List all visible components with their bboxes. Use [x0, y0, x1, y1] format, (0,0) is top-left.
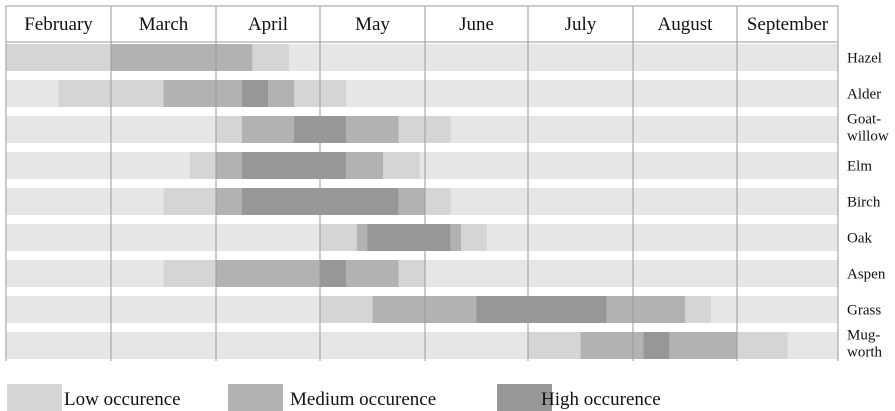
occurrence-medium-segment: [346, 152, 383, 179]
month-label: June: [459, 14, 494, 35]
occurrence-low-segment: [252, 44, 289, 71]
legend-label-low: Low occurence: [64, 389, 181, 410]
occurrence-medium-segment: [268, 80, 294, 107]
month-label: July: [565, 14, 597, 35]
row-label: worth: [847, 345, 882, 361]
month-label: April: [248, 14, 288, 35]
occurrence-low-segment: [163, 260, 216, 287]
occurrence-high-segment: [643, 332, 670, 359]
occurrence-medium-segment: [606, 296, 685, 323]
occurrence-low-segment: [461, 224, 487, 251]
occurrence-high-segment: [320, 260, 347, 287]
occurrence-medium-segment: [398, 188, 425, 215]
occurrence-medium-segment: [111, 44, 253, 71]
occurrence-high-segment: [242, 152, 347, 179]
occurrence-low-segment: [398, 260, 425, 287]
occurrence-high-segment: [242, 80, 268, 107]
occurrence-medium-segment: [346, 260, 399, 287]
occurrence-medium-segment: [216, 188, 242, 215]
occurrence-medium-segment: [242, 116, 294, 143]
occurrence-low-segment: [163, 188, 216, 215]
month-label: May: [355, 14, 390, 35]
occurrence-low-segment: [111, 80, 164, 107]
month-label: March: [139, 14, 189, 35]
row-label: Oak: [847, 231, 872, 247]
occurrence-medium-segment: [163, 80, 242, 107]
legend-swatch-low: [7, 384, 62, 411]
occurrence-high-segment: [367, 224, 451, 251]
legend-swatch-high: [497, 384, 552, 411]
occurrence-low-segment: [216, 116, 242, 143]
row-label: Hazel: [847, 51, 882, 67]
occurrence-low-segment: [737, 332, 788, 359]
month-label: September: [747, 14, 829, 35]
row-label: Goat-: [847, 112, 881, 128]
legend-label-high: High occurence: [541, 389, 661, 410]
row-label: Grass: [847, 303, 881, 319]
occurrence-low-segment: [58, 80, 111, 107]
occurrence-high-segment: [476, 296, 607, 323]
occurrence-low-segment: [528, 332, 581, 359]
occurrence-medium-segment: [216, 260, 320, 287]
occurrence-medium-segment: [450, 224, 462, 251]
occurrence-medium-segment: [580, 332, 644, 359]
occurrence-medium-segment: [669, 332, 737, 359]
occurrence-low-segment: [383, 152, 420, 179]
occurrence-medium-segment: [216, 152, 242, 179]
row-background: [6, 152, 838, 179]
row-label: Aspen: [847, 267, 886, 283]
occurrence-low-segment: [685, 296, 711, 323]
row-label: Elm: [847, 159, 872, 175]
occurrence-low-segment: [189, 152, 216, 179]
occurrence-low-segment: [320, 224, 357, 251]
month-label: August: [658, 14, 714, 35]
occurrence-low-segment: [425, 188, 451, 215]
row-label: Birch: [847, 195, 881, 211]
legend-swatch-medium: [228, 384, 283, 411]
occurrence-medium-segment: [356, 224, 368, 251]
occurrence-low-segment: [6, 44, 111, 71]
occurrence-low-segment: [320, 296, 373, 323]
month-header-frame: [5, 5, 839, 43]
row-label: willow: [847, 129, 889, 145]
row-label: Alder: [847, 87, 881, 103]
row-label: Mug-: [847, 328, 880, 344]
legend-label-medium: Medium occurence: [290, 389, 436, 410]
occurrence-medium-segment: [346, 116, 399, 143]
month-label: February: [24, 14, 93, 35]
